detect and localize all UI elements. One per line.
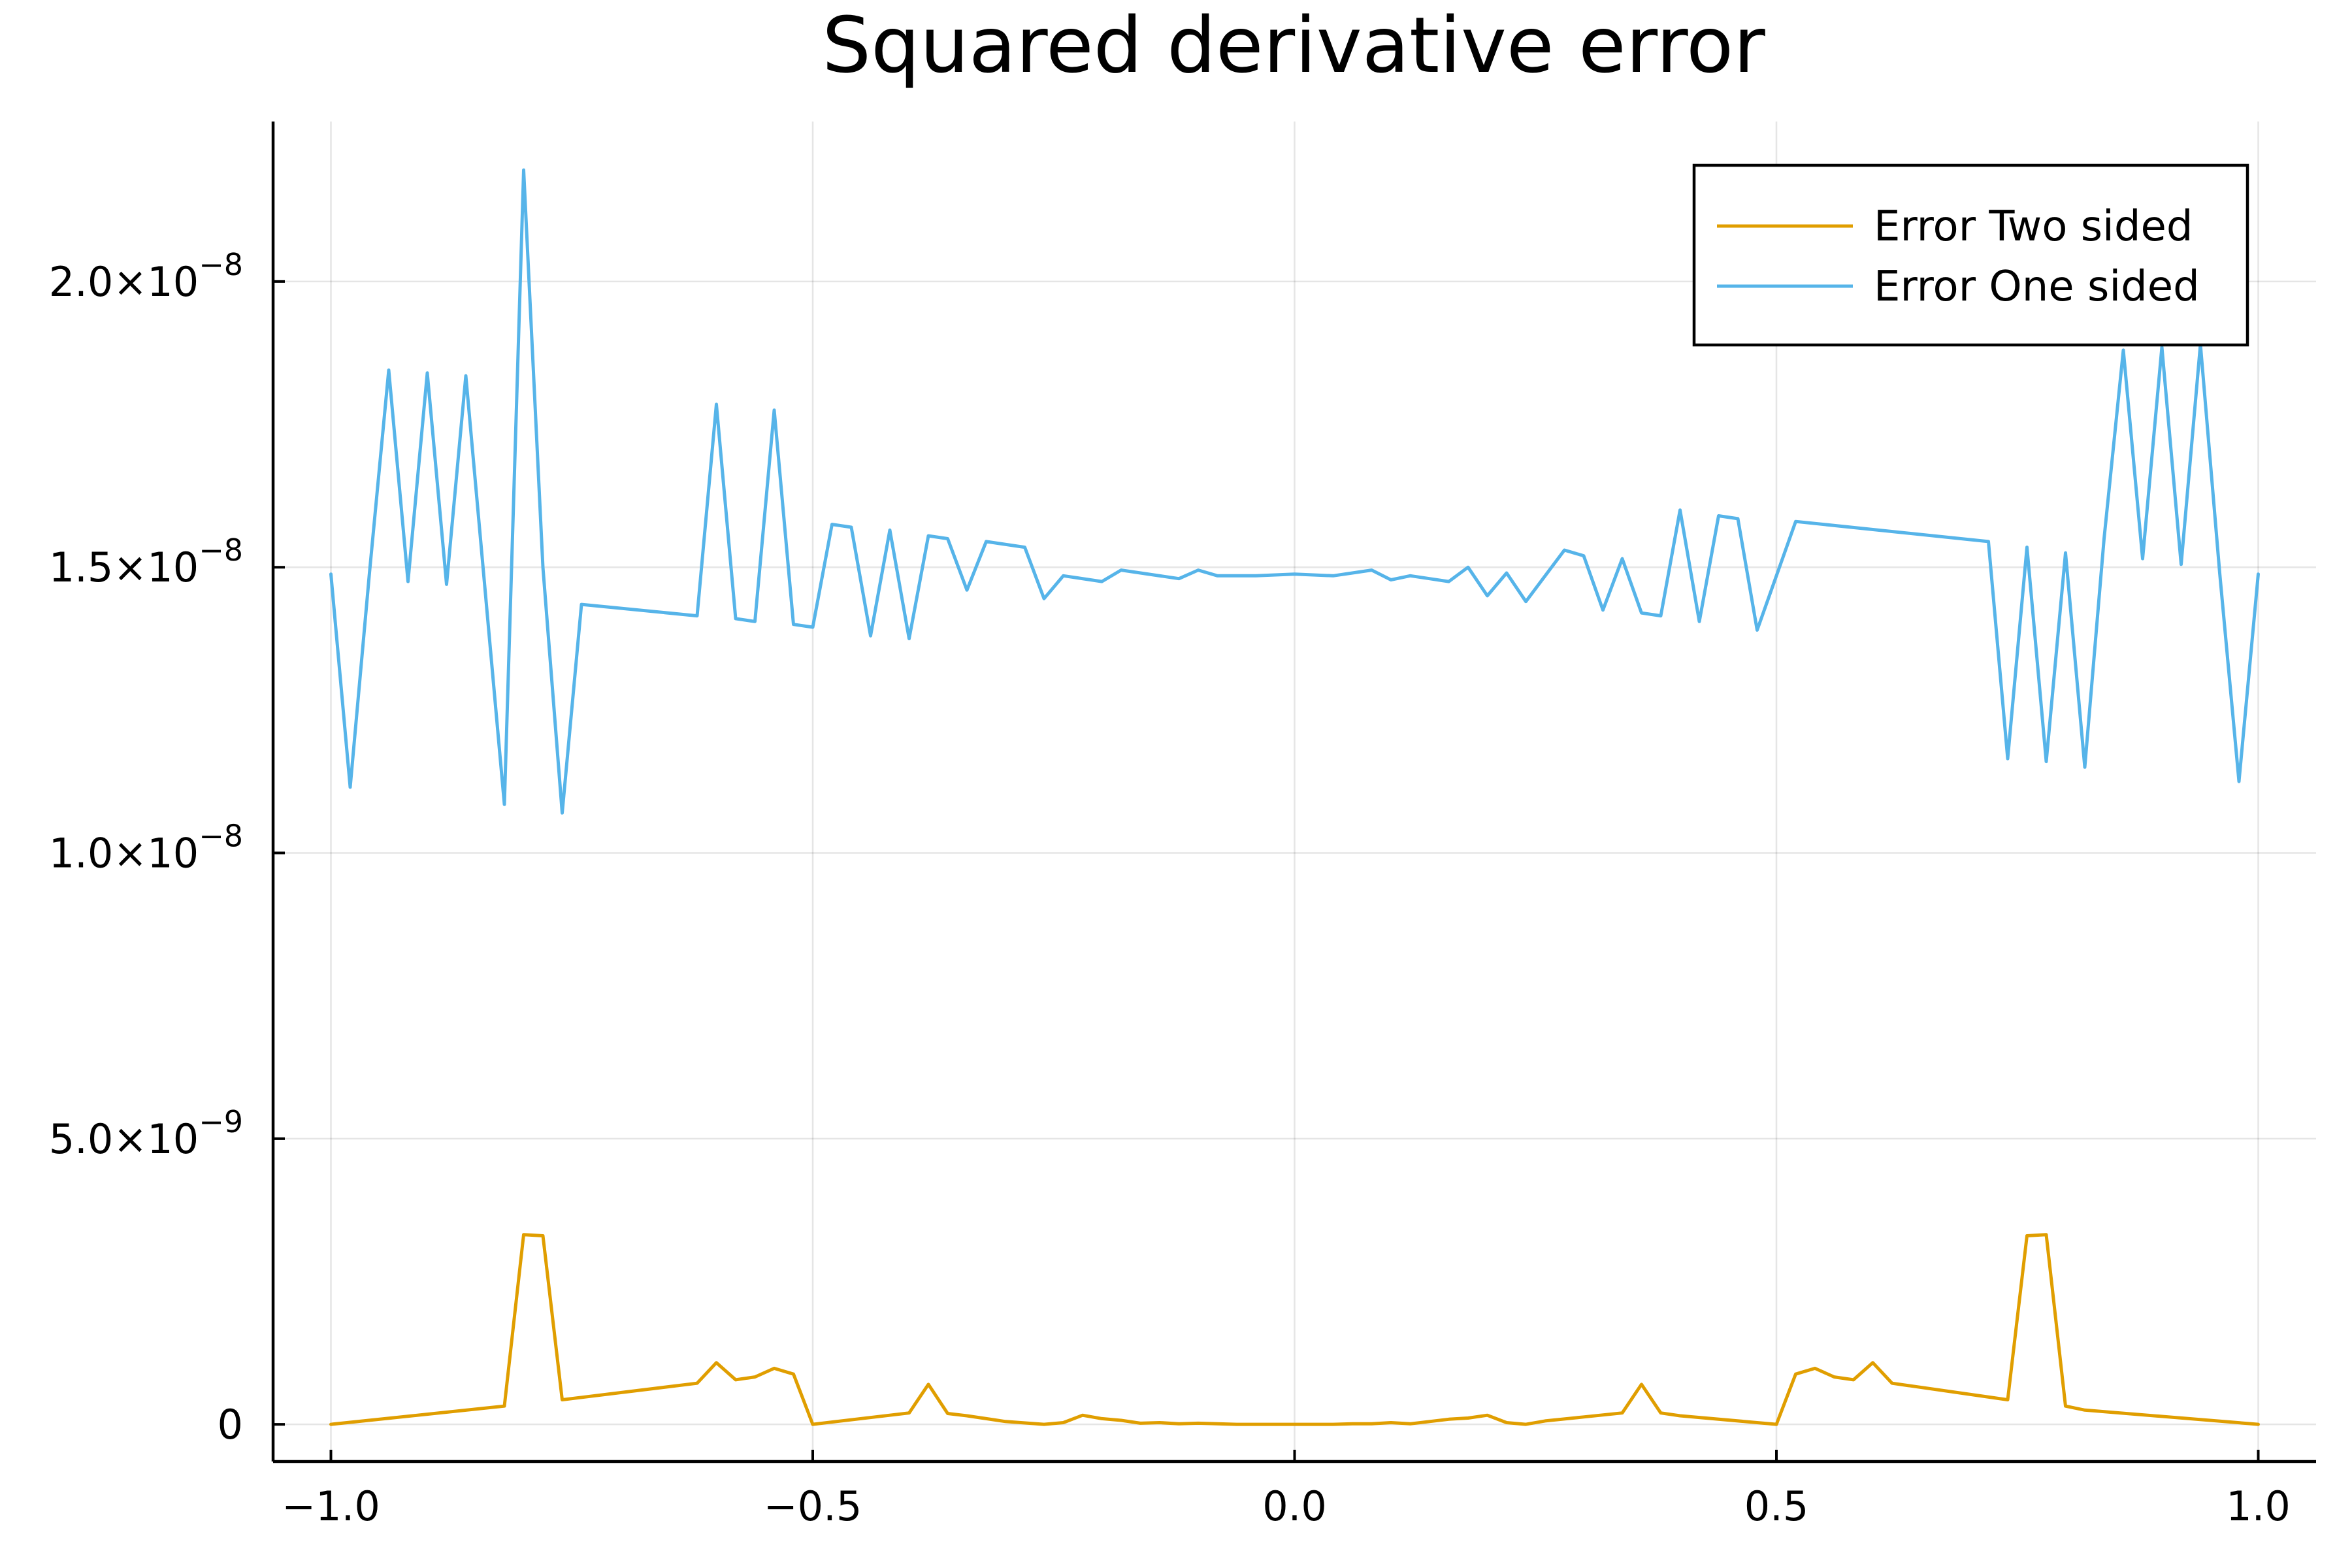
legend-label: Error Two sided xyxy=(1874,203,2193,251)
x-axis-ticks: −1.0 −0.5 0.0 0.5 1.0 xyxy=(282,1450,2291,1530)
series-layer xyxy=(329,168,2260,1426)
x-tick-label: −0.5 xyxy=(764,1482,862,1530)
series-line-two-sided xyxy=(329,1233,2260,1426)
legend-label: Error One sided xyxy=(1874,263,2200,311)
x-tick-label: −1.0 xyxy=(282,1482,380,1530)
y-axis-ticks: 0 5.0×10−9 1.0×10−8 1.5×10−8 2.0×10−8 xyxy=(49,247,285,1448)
series-line-one-sided xyxy=(329,168,2260,815)
y-tick-label: 5.0×10−9 xyxy=(49,1104,243,1163)
y-tick-label: 1.5×10−8 xyxy=(49,532,243,591)
y-tick-label: 1.0×10−8 xyxy=(49,819,243,877)
legend-box xyxy=(1692,163,2249,347)
y-tick-label: 0 xyxy=(218,1401,243,1448)
x-tick-label: 1.0 xyxy=(2226,1482,2291,1530)
y-tick-label: 2.0×10−8 xyxy=(49,247,243,306)
chart-title: Squared derivative error xyxy=(822,0,1765,90)
x-tick-label: 0.0 xyxy=(1262,1482,1327,1530)
legend: Error Two sided Error One sided xyxy=(1692,163,2249,347)
x-tick-label: 0.5 xyxy=(1744,1482,1809,1530)
